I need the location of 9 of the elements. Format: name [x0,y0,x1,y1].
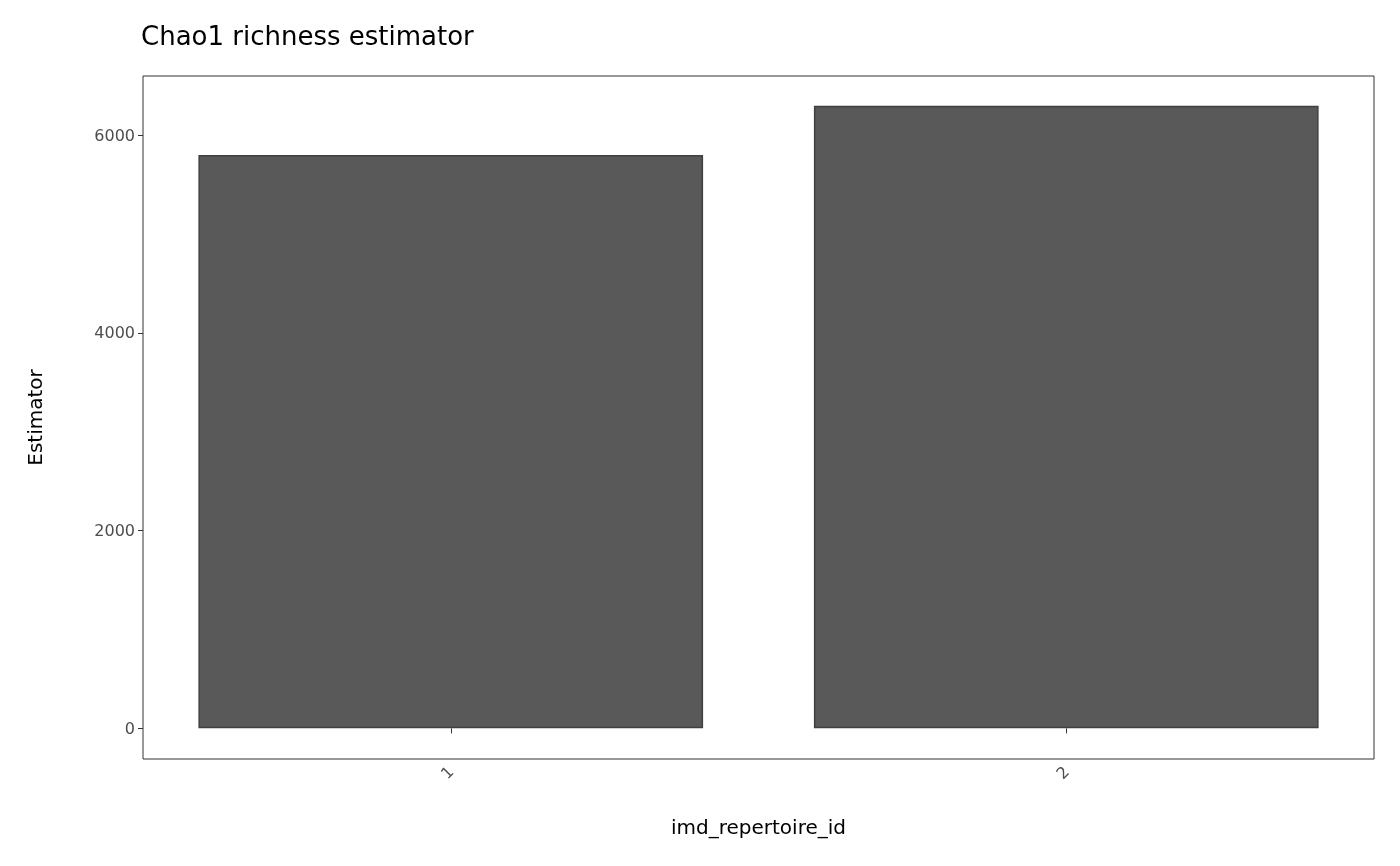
y-tick-label: 6000 [94,125,135,145]
x-axis-title: imd_repertoire_id [670,815,847,839]
y-tick-label: 2000 [94,521,135,541]
x-tick-label: 1 [436,762,458,783]
y-axis-title: Estimator [23,368,47,466]
y-tick-label: 0 [124,718,135,738]
x-tick-label: 2 [1052,762,1073,783]
y-tick-label: 4000 [94,323,135,343]
chart-title: Chao1 richness estimator [141,21,475,51]
